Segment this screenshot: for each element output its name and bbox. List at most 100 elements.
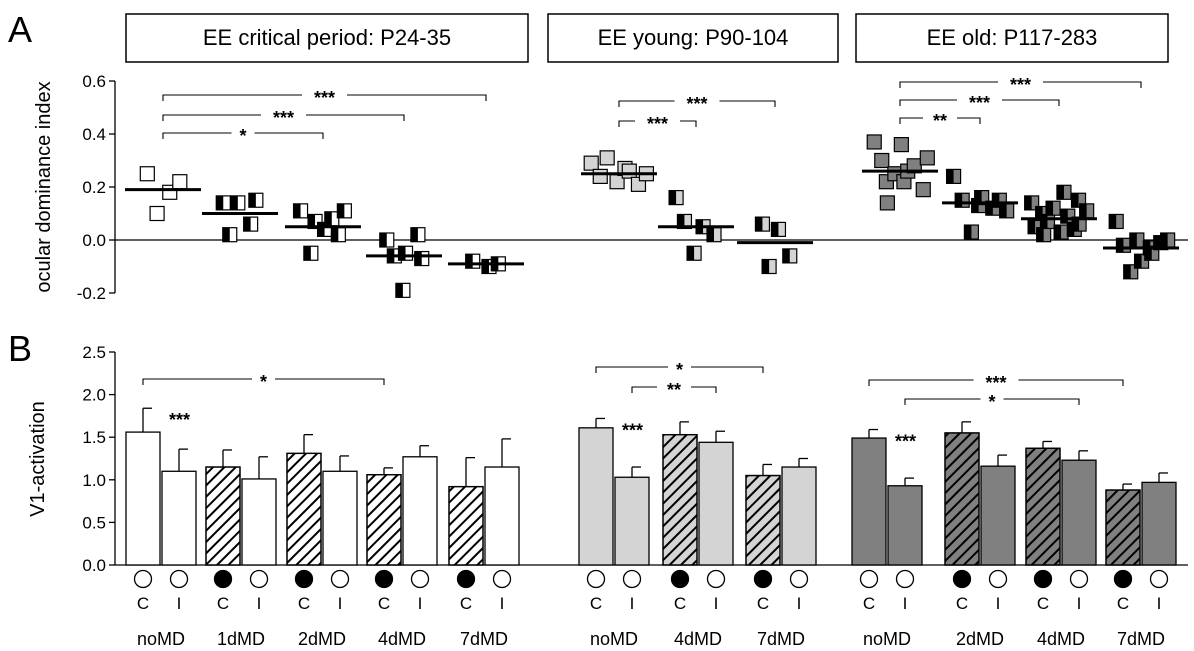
y-tick-label-b: 2.5 <box>82 343 106 362</box>
bar-fill <box>241 478 277 566</box>
data-point-left-half <box>1060 209 1068 224</box>
eye-label: C <box>674 594 686 613</box>
data-point-left-half <box>1129 233 1137 247</box>
significance-label: *** <box>686 94 707 114</box>
data-point <box>1036 227 1052 243</box>
bar-contralateral <box>366 467 402 566</box>
data-point <box>1045 200 1061 216</box>
significance-label: *** <box>647 114 668 134</box>
data-point-left-half <box>1134 254 1142 269</box>
data-point <box>686 245 702 261</box>
data-point-left-half <box>771 222 779 237</box>
bar-fill <box>402 456 438 566</box>
data-point-left-half <box>1024 195 1032 210</box>
deprived-eye-icon <box>753 569 773 589</box>
open-eye-icon <box>622 569 642 589</box>
data-point <box>303 245 319 261</box>
eye-label: I <box>177 594 182 613</box>
data-point <box>893 137 909 153</box>
significance-label: * <box>988 392 995 412</box>
data-point <box>324 211 340 227</box>
data-point <box>945 168 962 184</box>
y-tick-label-a: 0.4 <box>82 125 106 144</box>
data-point <box>974 190 990 206</box>
data-point-left-half <box>293 203 301 218</box>
data-point <box>754 216 771 232</box>
eye-label: I <box>1077 594 1082 613</box>
panel-a-scatter: -0.20.00.20.40.6********************* <box>77 72 1188 303</box>
data-point <box>395 282 411 298</box>
group-title-critical-period: EE critical period: P24-35 <box>203 25 451 50</box>
data-point-left-half <box>1071 193 1079 208</box>
eye-label: C <box>378 594 390 613</box>
data-point-left-half <box>216 195 224 210</box>
bar-ipsilateral <box>980 454 1016 566</box>
y-tick-label-a: 0.0 <box>82 231 106 250</box>
bar-ipsilateral <box>1061 450 1097 566</box>
pair-significance-label: *** <box>622 420 643 440</box>
data-point-left-half <box>1153 235 1161 250</box>
bar-fill <box>614 476 650 566</box>
bar-contralateral <box>448 456 484 566</box>
data-point <box>1129 232 1145 248</box>
bar-fill <box>484 466 520 566</box>
data-point-left-half <box>762 259 770 274</box>
open-eye-icon <box>169 569 189 589</box>
significance-label: ** <box>933 111 947 131</box>
open-eye-icon <box>330 569 350 589</box>
significance-label: ** <box>667 380 681 400</box>
bar-fill <box>578 427 614 566</box>
significance-label: *** <box>985 373 1006 393</box>
data-point <box>248 192 264 208</box>
data-point <box>1123 264 1139 280</box>
eye-label: I <box>257 594 262 613</box>
significance-label: * <box>260 372 267 392</box>
data-point <box>906 158 922 174</box>
data-point-left-half <box>230 195 238 210</box>
deprived-eye-icon <box>1033 569 1053 589</box>
deprived-eye-icon <box>456 569 476 589</box>
category-label: 4dMD <box>378 629 426 649</box>
bar-fill <box>161 470 197 566</box>
y-tick-label-b: 1.5 <box>82 428 106 447</box>
panel-a-label: A <box>8 9 32 50</box>
significance-bracket <box>618 120 697 127</box>
significance-label: *** <box>273 108 294 128</box>
category-label: 4dMD <box>674 629 722 649</box>
data-point <box>999 203 1015 219</box>
bar-fill <box>851 437 887 566</box>
data-point-left-half <box>974 190 982 205</box>
bar-ipsilateral <box>484 438 520 566</box>
category-label: 7dMD <box>460 629 508 649</box>
data-point <box>1053 224 1069 240</box>
bar-fill <box>781 466 817 566</box>
bar-ipsilateral <box>781 457 817 566</box>
open-eye-icon <box>859 569 879 589</box>
open-eye-icon <box>133 569 153 589</box>
bar-hatch <box>205 466 241 566</box>
eye-label: C <box>590 594 602 613</box>
data-point <box>230 195 246 211</box>
data-point-left-half <box>707 227 715 242</box>
data-point-left-half <box>331 227 339 242</box>
bar-fill <box>980 465 1016 566</box>
data-point-left-half <box>687 246 695 261</box>
significance-label: * <box>239 126 246 146</box>
data-point <box>866 134 882 150</box>
open-eye-icon <box>249 569 269 589</box>
data-point-left-half <box>222 227 230 242</box>
data-point <box>1160 232 1176 248</box>
data-point-left-half <box>992 193 1000 208</box>
data-point <box>676 213 693 230</box>
data-point-left-half <box>755 217 763 232</box>
group-title-young: EE young: P90-104 <box>598 25 789 50</box>
category-label: noMD <box>590 629 638 649</box>
data-point <box>465 253 481 269</box>
bar-contralateral <box>745 463 781 566</box>
data-point-left-half <box>1040 214 1048 229</box>
bar-hatch <box>286 452 322 566</box>
eye-label: I <box>797 594 802 613</box>
y-tick-label-b: 1.0 <box>82 471 106 490</box>
bar-fill <box>887 485 923 566</box>
